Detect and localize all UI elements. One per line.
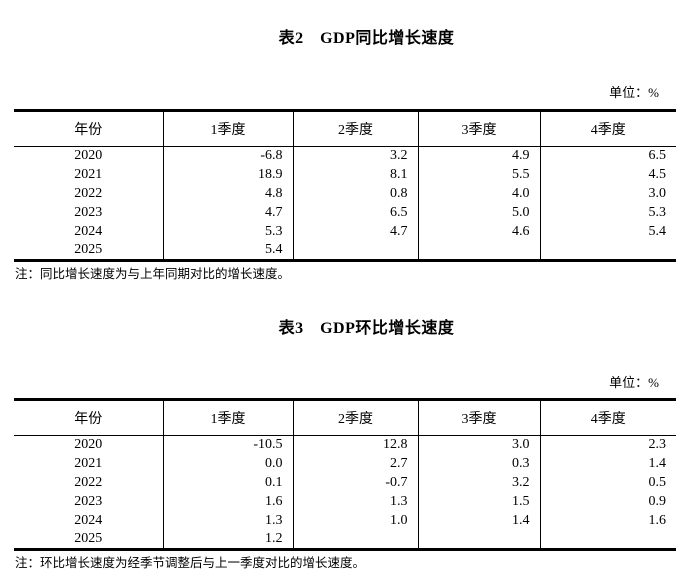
value-cell: 4.5 bbox=[539, 165, 676, 185]
value-cell: 3.2 bbox=[292, 146, 418, 166]
value-cell: 4.8 bbox=[162, 184, 293, 204]
value-cell: 1.4 bbox=[417, 511, 540, 531]
value-cell: -6.8 bbox=[162, 146, 293, 166]
year-cell: 2022 bbox=[74, 475, 103, 490]
value-cell bbox=[292, 530, 418, 550]
value-cell: -10.5 bbox=[162, 435, 293, 455]
value-cell: 1.0 bbox=[292, 511, 418, 531]
value-cell: 3.2 bbox=[417, 473, 540, 493]
column-header-q4: 4季度 bbox=[539, 110, 676, 147]
table-row: 2020 -6.8 3.2 4.9 6.5 bbox=[14, 146, 676, 166]
value-cell: 4.6 bbox=[417, 222, 540, 242]
table2-note: 注：同比增长速度为与上年同期对比的增长速度。 bbox=[15, 267, 291, 281]
table3-note: 注：环比增长速度为经季节调整后与上一季度对比的增长速度。 bbox=[15, 556, 366, 570]
table2-unit-label: 单位：% bbox=[609, 85, 659, 100]
table2: 年份 1季度 2季度 3季度 4季度 2020 -6.8 3.2 4.9 6.5… bbox=[14, 109, 676, 262]
table3: 年份 1季度 2季度 3季度 4季度 2020 -10.5 12.8 3.0 2… bbox=[14, 398, 676, 551]
value-cell bbox=[417, 530, 540, 550]
table2-title: 表2 GDP同比增长速度 bbox=[278, 30, 455, 47]
column-header-q2: 2季度 bbox=[292, 110, 418, 147]
column-header-q3: 3季度 bbox=[417, 110, 540, 147]
value-cell: 12.8 bbox=[292, 435, 418, 455]
value-cell: 0.9 bbox=[539, 492, 676, 512]
table-row: 2023 1.6 1.3 1.5 0.9 bbox=[14, 492, 676, 512]
value-cell: 4.7 bbox=[292, 222, 418, 242]
table3-title: 表3 GDP环比增长速度 bbox=[278, 320, 455, 337]
year-cell: 2023 bbox=[74, 494, 103, 509]
value-cell: 5.3 bbox=[162, 222, 293, 242]
value-cell: 0.5 bbox=[539, 473, 676, 493]
column-header-year: 年份 bbox=[14, 110, 163, 147]
table-row: 2021 0.0 2.7 0.3 1.4 bbox=[14, 454, 676, 474]
value-cell: 18.9 bbox=[162, 165, 293, 185]
value-cell: 5.4 bbox=[162, 241, 293, 261]
table2-header-row: 年份 1季度 2季度 3季度 4季度 bbox=[14, 110, 676, 147]
value-cell: 6.5 bbox=[539, 146, 676, 166]
year-cell: 2023 bbox=[74, 205, 103, 220]
value-cell: 4.0 bbox=[417, 184, 540, 204]
value-cell bbox=[539, 530, 676, 550]
year-cell: 2025 bbox=[74, 531, 103, 547]
table-row: 2024 1.3 1.0 1.4 1.6 bbox=[14, 511, 676, 531]
year-cell: 2025 bbox=[74, 242, 103, 258]
value-cell: 1.3 bbox=[162, 511, 293, 531]
value-cell: 4.7 bbox=[162, 203, 293, 223]
table3-container: 年份 1季度 2季度 3季度 4季度 2020 -10.5 12.8 3.0 2… bbox=[14, 398, 676, 551]
value-cell: 0.0 bbox=[162, 454, 293, 474]
value-cell: -0.7 bbox=[292, 473, 418, 493]
value-cell: 0.8 bbox=[292, 184, 418, 204]
table-row: 2024 5.3 4.7 4.6 5.4 bbox=[14, 222, 676, 242]
year-cell: 2021 bbox=[74, 456, 103, 471]
year-cell: 2020 bbox=[74, 437, 103, 453]
value-cell: 1.4 bbox=[539, 454, 676, 474]
value-cell bbox=[539, 241, 676, 261]
year-cell: 2020 bbox=[74, 148, 103, 164]
value-cell: 5.3 bbox=[539, 203, 676, 223]
value-cell: 0.3 bbox=[417, 454, 540, 474]
value-cell: 1.6 bbox=[539, 511, 676, 531]
value-cell: 3.0 bbox=[539, 184, 676, 204]
value-cell bbox=[417, 241, 540, 261]
value-cell: 1.5 bbox=[417, 492, 540, 512]
value-cell: 5.0 bbox=[417, 203, 540, 223]
table-row: 2020 -10.5 12.8 3.0 2.3 bbox=[14, 435, 676, 455]
table3-unit-label: 单位：% bbox=[609, 375, 659, 390]
table3-header-row: 年份 1季度 2季度 3季度 4季度 bbox=[14, 399, 676, 436]
column-header-q1: 1季度 bbox=[162, 110, 293, 147]
column-header-q3: 3季度 bbox=[417, 399, 540, 436]
year-cell: 2024 bbox=[74, 224, 103, 239]
table-row: 2025 1.2 bbox=[14, 530, 676, 550]
year-cell: 2022 bbox=[74, 186, 103, 201]
value-cell: 0.1 bbox=[162, 473, 293, 493]
table-row: 2022 0.1 -0.7 3.2 0.5 bbox=[14, 473, 676, 493]
value-cell: 4.9 bbox=[417, 146, 540, 166]
value-cell: 5.4 bbox=[539, 222, 676, 242]
value-cell: 3.0 bbox=[417, 435, 540, 455]
year-cell: 2024 bbox=[74, 513, 103, 528]
column-header-q1: 1季度 bbox=[162, 399, 293, 436]
value-cell: 5.5 bbox=[417, 165, 540, 185]
value-cell: 2.3 bbox=[539, 435, 676, 455]
value-cell: 6.5 bbox=[292, 203, 418, 223]
value-cell: 1.3 bbox=[292, 492, 418, 512]
table-row: 2022 4.8 0.8 4.0 3.0 bbox=[14, 184, 676, 204]
value-cell bbox=[292, 241, 418, 261]
value-cell: 1.2 bbox=[162, 530, 293, 550]
table-row: 2021 18.9 8.1 5.5 4.5 bbox=[14, 165, 676, 185]
year-cell: 2021 bbox=[74, 167, 103, 182]
table2-container: 年份 1季度 2季度 3季度 4季度 2020 -6.8 3.2 4.9 6.5… bbox=[14, 109, 676, 262]
table-row: 2025 5.4 bbox=[14, 241, 676, 261]
value-cell: 2.7 bbox=[292, 454, 418, 474]
column-header-q4: 4季度 bbox=[539, 399, 676, 436]
value-cell: 8.1 bbox=[292, 165, 418, 185]
value-cell: 1.6 bbox=[162, 492, 293, 512]
column-header-year: 年份 bbox=[14, 399, 163, 436]
column-header-q2: 2季度 bbox=[292, 399, 418, 436]
table-row: 2023 4.7 6.5 5.0 5.3 bbox=[14, 203, 676, 223]
